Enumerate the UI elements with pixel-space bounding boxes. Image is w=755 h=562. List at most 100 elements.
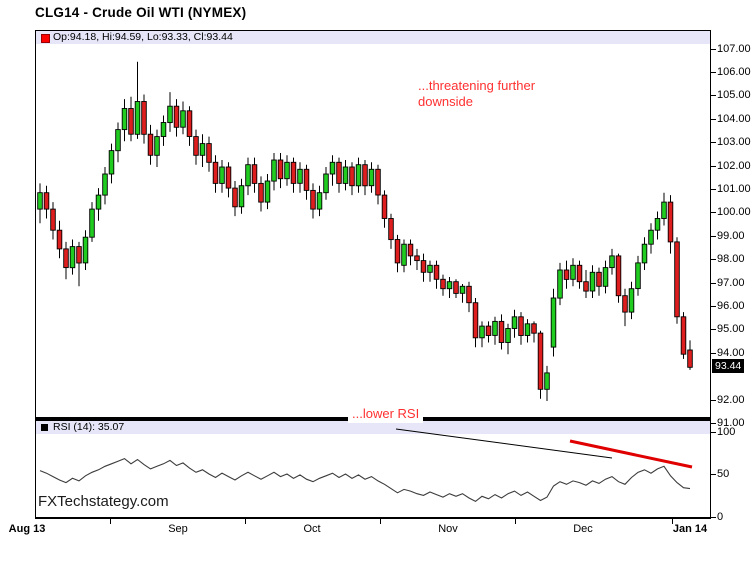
candle-body (641, 243, 648, 264)
candle-body (303, 168, 310, 191)
candle-body (154, 136, 160, 156)
candle-body (167, 105, 173, 124)
price-axis-label: 101.00 (717, 183, 751, 195)
candle-body (394, 239, 401, 264)
price-axis-label: 102.00 (717, 160, 751, 172)
candle-body (271, 159, 277, 182)
candle-body (134, 101, 141, 135)
candle-body (147, 133, 154, 156)
candle-body (323, 173, 329, 194)
candle-body (232, 187, 238, 208)
last-price-badge: 93.44 (712, 359, 745, 373)
candle-body (50, 208, 56, 231)
rsi-line (39, 457, 691, 503)
downside-annotation-line1: ...threatening further (418, 78, 536, 93)
price-axis-tick (711, 236, 716, 237)
price-axis-label: 100.00 (717, 206, 751, 218)
candle-body (667, 201, 674, 243)
candle-body (316, 192, 323, 210)
candle-body (381, 194, 388, 219)
candle-body (648, 229, 654, 245)
time-axis-tick (672, 519, 673, 524)
candle-body (557, 269, 563, 299)
rsi-axis-tick (711, 517, 716, 518)
candle-body (446, 281, 453, 290)
candle-body (89, 208, 95, 238)
price-axis-tick (711, 142, 716, 143)
candle-body (687, 349, 693, 368)
candle-body (485, 325, 492, 336)
price-axis-tick (711, 189, 716, 190)
rsi-line-chart (39, 457, 691, 503)
rsi-axis-label: 50 (717, 468, 730, 480)
candle-body (674, 241, 680, 318)
time-axis-label: Dec (573, 523, 593, 535)
candle-body (297, 168, 303, 184)
price-axis-label: 92.00 (717, 394, 745, 406)
ohlc-legend-marker-icon (41, 34, 50, 43)
price-axis-label: 95.00 (717, 323, 745, 335)
candle-body (492, 320, 498, 336)
candle-body (453, 281, 459, 294)
price-axis-tick (711, 95, 716, 96)
candle-body (82, 236, 89, 264)
candle-body (128, 108, 134, 135)
candle-body (102, 173, 108, 196)
candle-body (336, 161, 342, 184)
candle-body (407, 243, 414, 257)
candle-body (368, 168, 375, 187)
candle-body (615, 255, 622, 297)
candlestick-chart (37, 61, 693, 401)
time-axis-label: Nov (438, 523, 458, 535)
price-axis-label: 97.00 (717, 277, 745, 289)
candle-body (583, 281, 589, 292)
price-axis-label: 105.00 (717, 89, 751, 101)
price-axis-label: 94.00 (717, 347, 745, 359)
candle-body (160, 122, 167, 137)
candle-body (576, 264, 583, 283)
price-axis-tick (711, 119, 716, 120)
time-axis-tick (515, 519, 516, 524)
watermark: FXTechstategy.com (38, 493, 169, 510)
candle-body (440, 278, 446, 290)
candle-body (284, 161, 290, 180)
rsi-axis-tick (711, 474, 716, 475)
price-axis-tick (711, 212, 716, 213)
candle-body (290, 161, 297, 184)
rsi-axis-label: 100 (717, 426, 736, 438)
price-axis-tick (711, 259, 716, 260)
page-title: CLG14 - Crude Oil WTI (NYMEX) (35, 5, 247, 20)
rsi-legend-marker-icon (41, 424, 48, 431)
candle-body (375, 168, 381, 196)
downside-annotation-line2: downside (418, 94, 473, 109)
price-axis-tick (711, 329, 716, 330)
candle-body (401, 243, 407, 266)
candle-body (173, 105, 180, 128)
time-axis-tick (110, 519, 111, 524)
price-axis-tick (711, 400, 716, 401)
candle-body (115, 129, 121, 152)
candle-body (95, 194, 102, 210)
candle-body (180, 110, 186, 128)
price-axis-tick (711, 283, 716, 284)
ohlc-legend-bar: Op:94.18, Hi:94.59, Lo:93.33, Cl:93.44 (36, 31, 710, 44)
candle-body (342, 166, 349, 184)
candle-body (628, 288, 635, 313)
price-axis-label: 107.00 (717, 43, 751, 55)
candle-body (225, 166, 232, 189)
rsi-axis-tick (711, 432, 716, 433)
time-axis-label: Aug 13 (8, 523, 46, 535)
price-axis-label: 98.00 (717, 253, 745, 265)
rsi-legend-text: RSI (14): 35.07 (53, 421, 125, 433)
price-axis-tick (711, 306, 716, 307)
candle-body (609, 255, 615, 269)
candle-body (518, 316, 524, 336)
price-axis-label: 104.00 (717, 113, 751, 125)
rsi-axis-label: 0 (717, 511, 724, 523)
price-axis-tick (711, 166, 716, 167)
candle-body (76, 246, 82, 264)
candle-body (69, 246, 76, 269)
time-axis-label: Sep (168, 523, 188, 535)
price-axis-label: 106.00 (717, 66, 751, 78)
